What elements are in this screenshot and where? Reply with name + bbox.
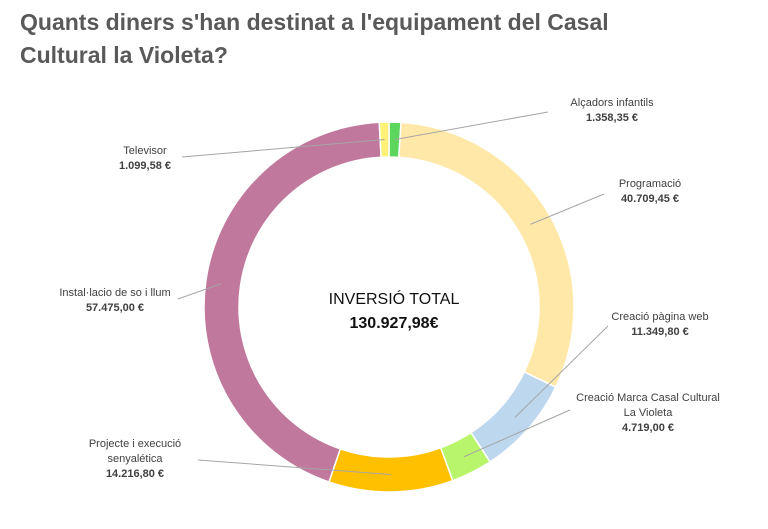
slice-label-alcadors-infantils: Alçadors infantils: [570, 97, 654, 109]
slice-value-creacio-pagina-web: 11.349,80 €: [631, 326, 689, 338]
slice-label-projecte-i-execucio-senyaletica-line-2: senyalética: [107, 453, 163, 465]
leader-line-creacio-pagina-web: [514, 325, 609, 418]
leader-line-programacio: [530, 193, 605, 225]
slice-instal-lacio-de-so-i-llum: [203, 121, 382, 483]
slice-projecte-i-execucio-senyaletica: [327, 446, 454, 493]
slice-label-creacio-marca-casal-cultural-la-violeta-line-2: La Violeta: [624, 407, 674, 419]
leader-line-instal-lacio-de-so-i-llum: [177, 283, 222, 300]
leader-line-creacio-marca-casal-cultural-la-violeta: [463, 409, 571, 458]
slice-programacio: [397, 121, 575, 389]
leader-line-televisor: [181, 139, 385, 158]
slice-label-projecte-i-execucio-senyaletica-line-1: Projecte i execució: [89, 438, 181, 450]
slice-label-televisor: Televisor: [123, 145, 167, 157]
title-line-1: Quants diners s'han destinat a l'equipam…: [20, 9, 609, 35]
center-value: 130.927,98€: [350, 315, 439, 332]
slice-label-programacio: Programació: [619, 178, 681, 190]
slice-value-projecte-i-execucio-senyaletica: 14.216,80 €: [106, 468, 164, 480]
slice-value-programacio: 40.709,45 €: [621, 193, 679, 205]
slice-labels: Alçadors infantils 1.358,35 € Programació 4…: [59, 97, 719, 480]
slice-label-instal-lacio-de-so-i-llum: Instal·lacio de so i llum: [59, 287, 170, 299]
slice-value-televisor: 1.099,58 €: [119, 160, 171, 172]
leader-line-alcadors-infantils: [394, 111, 549, 141]
donut-slices: [203, 121, 575, 493]
page-title: Quants diners s'han destinat a l'equipam…: [20, 6, 720, 72]
slice-value-instal-lacio-de-so-i-llum: 57.475,00 €: [86, 302, 144, 314]
slice-value-creacio-marca-casal-cultural-la-violeta: 4.719,00 €: [622, 422, 674, 434]
slice-label-creacio-pagina-web: Creació pàgina web: [611, 311, 708, 323]
leader-lines: [177, 111, 609, 475]
leader-line-projecte-i-execucio-senyaletica: [197, 459, 391, 475]
slice-label-creacio-marca-casal-cultural-la-violeta-line-1: Creació Marca Casal Cultural: [576, 392, 720, 404]
center-label: INVERSIÓ TOTAL: [329, 289, 460, 308]
title-line-2: Cultural la Violeta?: [20, 42, 228, 68]
slice-value-alcadors-infantils: 1.358,35 €: [586, 112, 638, 124]
